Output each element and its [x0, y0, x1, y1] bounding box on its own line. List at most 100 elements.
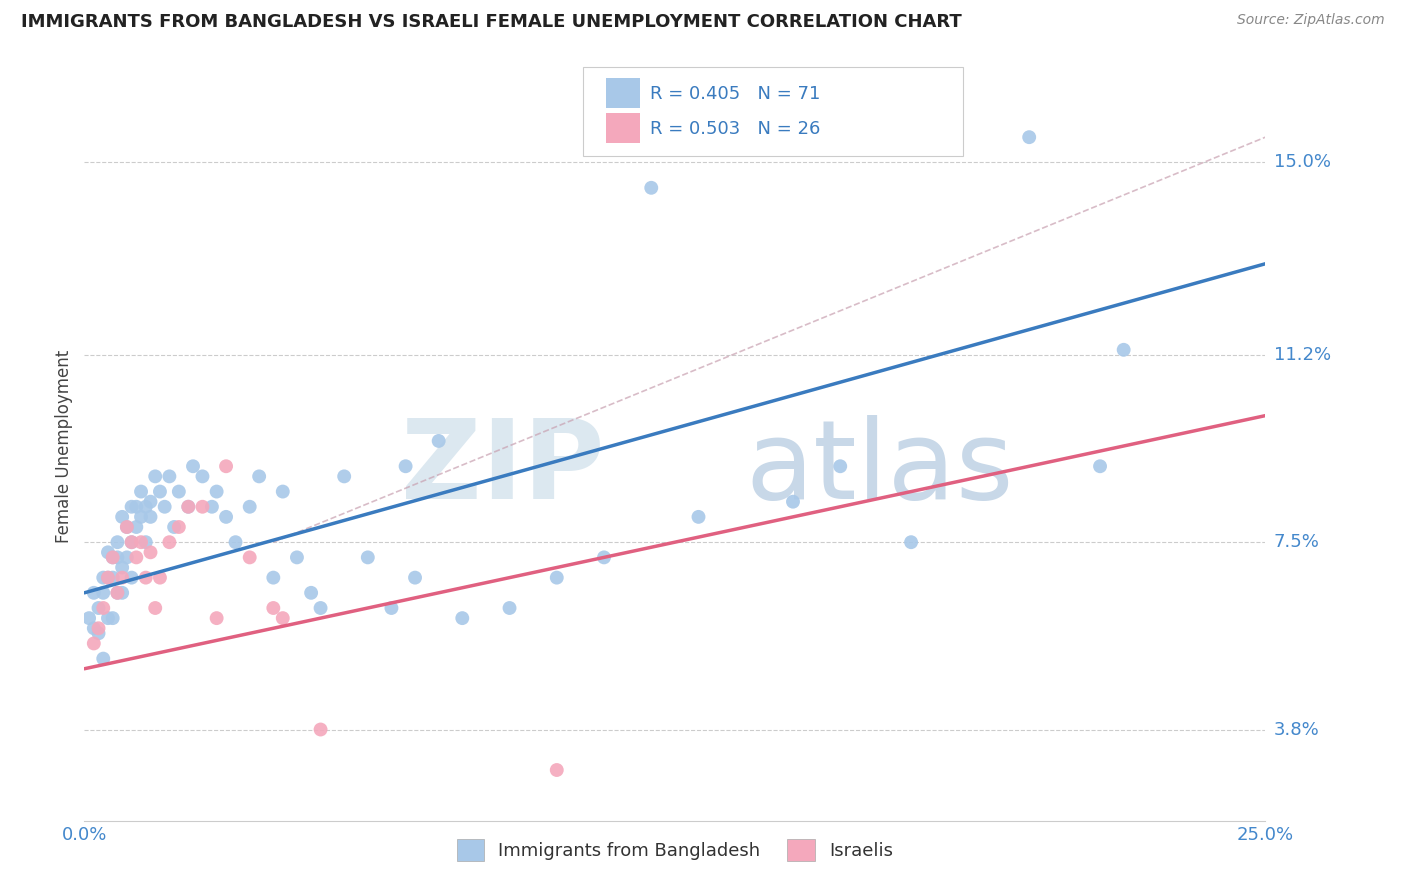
Point [167, 520, 190, 534]
Point [107, 586, 129, 600]
Point [101, 550, 124, 565]
Point [1088, 459, 1111, 474]
Point [129, 509, 152, 524]
Point [121, 500, 143, 514]
Point [83, 636, 105, 650]
Point [149, 484, 172, 499]
Point [91, 571, 114, 585]
Text: 15.0%: 15.0% [1274, 153, 1330, 171]
Point [427, 434, 450, 448]
Point [121, 535, 143, 549]
Point [247, 469, 270, 483]
Point [309, 601, 332, 615]
Point [782, 494, 804, 508]
Point [129, 484, 152, 499]
Text: R = 0.405   N = 71: R = 0.405 N = 71 [650, 85, 820, 103]
Point [149, 571, 172, 585]
Point [107, 535, 129, 549]
Point [181, 459, 204, 474]
Point [451, 611, 474, 625]
Point [101, 611, 124, 625]
Point [87, 601, 110, 615]
Point [546, 571, 568, 585]
Point [115, 550, 138, 565]
Point [239, 500, 262, 514]
Point [139, 494, 162, 508]
Point [394, 459, 416, 474]
Point [91, 651, 114, 665]
Point [125, 500, 148, 514]
Point [111, 560, 134, 574]
Point [1112, 343, 1135, 357]
Point [111, 509, 134, 524]
Text: Source: ZipAtlas.com: Source: ZipAtlas.com [1237, 13, 1385, 28]
Point [593, 550, 616, 565]
Point [205, 611, 228, 625]
Point [404, 571, 426, 585]
Point [546, 763, 568, 777]
Point [309, 723, 332, 737]
Point [87, 626, 110, 640]
Point [215, 509, 238, 524]
Point [129, 535, 152, 549]
Text: 3.8%: 3.8% [1274, 721, 1319, 739]
Point [115, 520, 138, 534]
Point [87, 621, 110, 635]
Point [201, 500, 224, 514]
Point [107, 586, 129, 600]
Point [153, 500, 176, 514]
Point [380, 601, 402, 615]
Point [83, 621, 105, 635]
Point [115, 520, 138, 534]
Point [111, 571, 134, 585]
Point [191, 469, 214, 483]
Point [357, 550, 380, 565]
Point [77, 611, 100, 625]
Point [157, 469, 180, 483]
Text: IMMIGRANTS FROM BANGLADESH VS ISRAELI FEMALE UNEMPLOYMENT CORRELATION CHART: IMMIGRANTS FROM BANGLADESH VS ISRAELI FE… [21, 13, 962, 31]
Legend: Immigrants from Bangladesh, Israelis: Immigrants from Bangladesh, Israelis [450, 831, 900, 868]
Point [262, 571, 284, 585]
Point [111, 586, 134, 600]
Point [125, 550, 148, 565]
Point [139, 545, 162, 559]
Point [271, 611, 294, 625]
Text: ZIP: ZIP [401, 415, 605, 522]
Point [135, 535, 157, 549]
Point [177, 500, 200, 514]
Text: atlas: atlas [745, 415, 1014, 522]
Point [101, 550, 124, 565]
Point [91, 601, 114, 615]
Text: 7.5%: 7.5% [1274, 533, 1320, 551]
Point [135, 571, 157, 585]
Point [125, 520, 148, 534]
Point [97, 571, 120, 585]
Point [97, 571, 120, 585]
Point [157, 535, 180, 549]
Text: 11.2%: 11.2% [1274, 346, 1331, 364]
Text: R = 0.503   N = 26: R = 0.503 N = 26 [650, 120, 820, 138]
Point [101, 571, 124, 585]
Point [91, 586, 114, 600]
Point [143, 601, 166, 615]
Point [121, 535, 143, 549]
Point [121, 571, 143, 585]
Point [143, 469, 166, 483]
Point [1018, 130, 1040, 145]
Point [271, 484, 294, 499]
Point [167, 484, 190, 499]
Point [205, 484, 228, 499]
Point [135, 500, 157, 514]
Point [177, 500, 200, 514]
Point [139, 509, 162, 524]
Point [83, 586, 105, 600]
Point [239, 550, 262, 565]
Point [163, 520, 186, 534]
Point [498, 601, 520, 615]
Point [900, 535, 922, 549]
Point [225, 535, 247, 549]
Point [640, 181, 662, 195]
Point [191, 500, 214, 514]
Y-axis label: Female Unemployment: Female Unemployment [55, 350, 73, 542]
Point [97, 611, 120, 625]
